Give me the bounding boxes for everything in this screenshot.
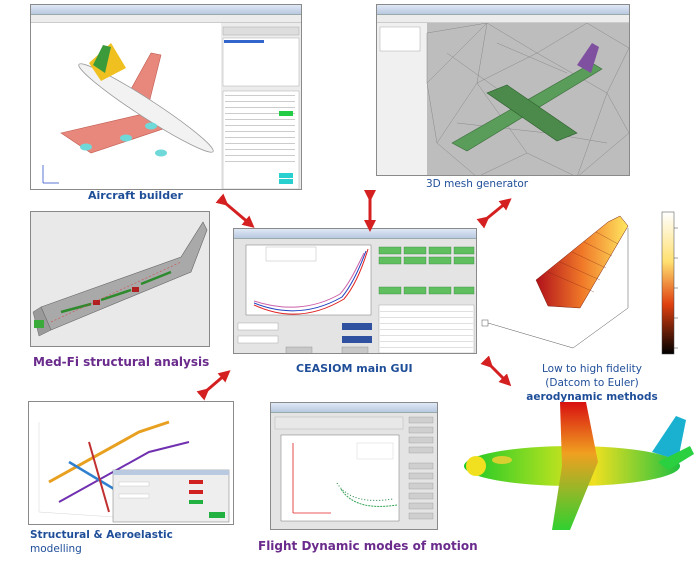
aircraft-builder-caption: Aircraft builder — [88, 189, 183, 202]
flight-dynamics-caption: Flight Dynamic modes of motion — [258, 539, 478, 553]
main-gui-caption: CEASIOM main GUI — [296, 362, 413, 375]
aero-caption-line2: (Datcom to Euler) — [545, 377, 639, 389]
aero-caption-line1: Low to high fidelity — [541, 363, 643, 375]
mesh-generator-screenshot — [376, 4, 630, 176]
structural-analysis-caption: Med-Fi structural analysis — [33, 355, 210, 369]
aerodynamic-wing-plot — [478, 208, 700, 358]
double-arrow-icon — [196, 370, 231, 401]
structural-analysis-render — [30, 211, 210, 347]
double-arrow-icon — [480, 355, 512, 387]
aeroelastic-caption-line1: Structural & Aeroelastic — [30, 529, 173, 541]
aeroelastic-screenshot — [28, 401, 234, 525]
mesh-generator-caption: 3D mesh generator — [426, 178, 529, 190]
aeroelastic-caption: Structural & Aeroelastic modelling — [30, 528, 173, 556]
euler-aircraft-render — [462, 402, 698, 530]
double-arrow-icon — [215, 193, 255, 228]
aero-caption-line3: aerodynamic methods — [526, 391, 658, 403]
aerodynamic-methods-caption: Low to high fidelity (Datcom to Euler) a… — [522, 362, 662, 404]
flight-dynamics-screenshot — [270, 402, 438, 530]
aeroelastic-caption-line2: modelling — [30, 543, 82, 555]
aircraft-builder-screenshot — [30, 4, 302, 190]
ceasiom-main-gui-screenshot — [233, 228, 477, 354]
